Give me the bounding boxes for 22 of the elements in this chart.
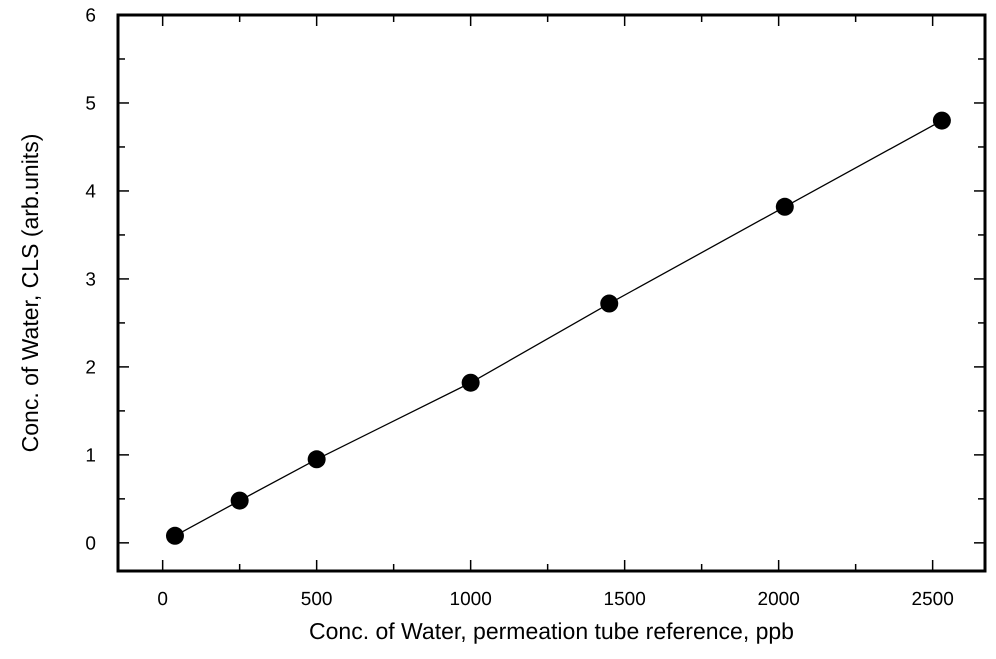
y-tick-label: 1 (85, 446, 96, 467)
x-tick-label: 500 (300, 589, 333, 610)
point (600, 294, 618, 313)
y-tick-label: 6 (85, 6, 96, 27)
y-tick-label: 5 (85, 94, 96, 115)
y-tick-label: 4 (85, 182, 96, 203)
y-tick-label: 0 (85, 534, 96, 554)
x-tick-label: 2500 (912, 589, 954, 610)
x-axis-title: Conc. of Water, permeation tube reference, ppb (309, 618, 794, 644)
point (166, 526, 184, 545)
point (932, 112, 951, 130)
x-tick-label: 1000 (450, 589, 492, 610)
y-tick-label: 3 (85, 270, 96, 291)
y-tick-label: 2 (85, 358, 96, 379)
x-tick-label: 0 (157, 589, 168, 610)
point (308, 450, 326, 468)
point (230, 492, 249, 510)
x-tick-label: 2000 (758, 589, 800, 610)
x-tick-label: 1500 (604, 589, 646, 610)
point (462, 374, 480, 392)
y-axis-title: Conc. of Water, CLS (arb.units) (17, 134, 43, 452)
point (776, 198, 794, 216)
